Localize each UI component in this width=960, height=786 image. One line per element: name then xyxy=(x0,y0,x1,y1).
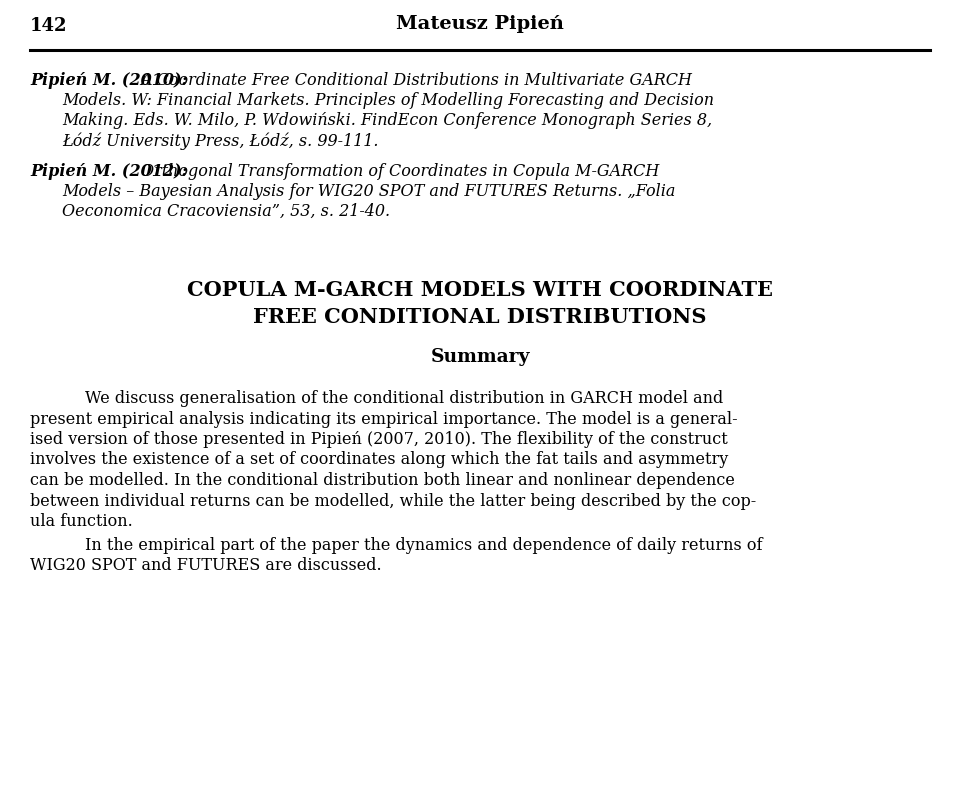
Text: present empirical analysis indicating its empirical importance. The model is a g: present empirical analysis indicating it… xyxy=(30,410,737,428)
Text: Making. Eds. W. Milo, P. Wdowiński. FindEcon Conference Monograph Series 8,: Making. Eds. W. Milo, P. Wdowiński. Find… xyxy=(62,112,712,129)
Text: Models. W: Financial Markets. Principles of Modelling Forecasting and Decision: Models. W: Financial Markets. Principles… xyxy=(62,92,714,109)
Text: A Coordinate Free Conditional Distributions in Multivariate GARCH: A Coordinate Free Conditional Distributi… xyxy=(141,72,693,89)
Text: ised version of those presented in Pipień (2007, 2010). The flexibility of the c: ised version of those presented in Pipie… xyxy=(30,431,728,448)
Text: Oeconomica Cracoviensia”, 53, s. 21-40.: Oeconomica Cracoviensia”, 53, s. 21-40. xyxy=(62,203,390,220)
Text: between individual returns can be modelled, while the latter being described by : between individual returns can be modell… xyxy=(30,493,756,509)
Text: COPULA M-GARCH MODELS WITH COORDINATE: COPULA M-GARCH MODELS WITH COORDINATE xyxy=(187,280,773,300)
Text: 142: 142 xyxy=(30,17,67,35)
Text: Łódź University Press, Łódź, s. 99-111.: Łódź University Press, Łódź, s. 99-111. xyxy=(62,132,378,149)
Text: Models – Bayesian Analysis for WIG20 SPOT and FUTURES Returns. „Folia: Models – Bayesian Analysis for WIG20 SPO… xyxy=(62,183,676,200)
Text: Orthogonal Transformation of Coordinates in Copula M-GARCH: Orthogonal Transformation of Coordinates… xyxy=(141,163,660,180)
Text: Summary: Summary xyxy=(430,348,530,366)
Text: WIG20 SPOT and FUTURES are discussed.: WIG20 SPOT and FUTURES are discussed. xyxy=(30,557,382,574)
Text: Mateusz Pipień: Mateusz Pipień xyxy=(396,15,564,33)
Text: can be modelled. In the conditional distribution both linear and nonlinear depen: can be modelled. In the conditional dist… xyxy=(30,472,734,489)
Text: involves the existence of a set of coordinates along which the fat tails and asy: involves the existence of a set of coord… xyxy=(30,451,729,468)
Text: Pipień M. (2012):: Pipień M. (2012): xyxy=(30,163,193,180)
Text: We discuss generalisation of the conditional distribution in GARCH model and: We discuss generalisation of the conditi… xyxy=(85,390,723,407)
Text: Pipień M. (2010):: Pipień M. (2010): xyxy=(30,72,193,89)
Text: In the empirical part of the paper the dynamics and dependence of daily returns : In the empirical part of the paper the d… xyxy=(85,537,762,553)
Text: FREE CONDITIONAL DISTRIBUTIONS: FREE CONDITIONAL DISTRIBUTIONS xyxy=(253,307,707,327)
Text: ula function.: ula function. xyxy=(30,513,132,530)
